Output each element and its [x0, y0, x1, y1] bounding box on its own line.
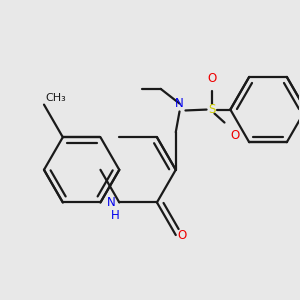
Text: H: H [111, 209, 120, 222]
Text: N: N [175, 98, 184, 110]
Text: O: O [207, 72, 216, 85]
Text: O: O [178, 229, 187, 242]
Text: S: S [208, 103, 215, 116]
Text: CH₃: CH₃ [45, 93, 66, 103]
Text: O: O [230, 128, 240, 142]
Text: N: N [106, 196, 115, 209]
